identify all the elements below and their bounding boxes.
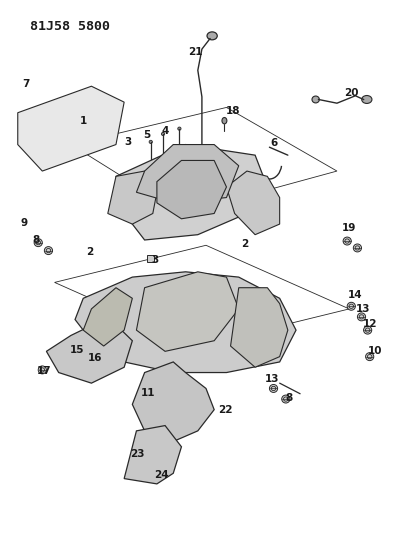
Ellipse shape (207, 32, 217, 40)
Ellipse shape (147, 448, 162, 462)
Ellipse shape (362, 95, 372, 103)
Ellipse shape (365, 353, 374, 361)
Text: 11: 11 (140, 387, 155, 398)
Polygon shape (116, 144, 267, 240)
Text: 3: 3 (124, 137, 132, 147)
Text: 4: 4 (162, 126, 169, 136)
Text: 20: 20 (344, 87, 358, 98)
Polygon shape (231, 288, 288, 367)
Text: 18: 18 (225, 106, 240, 116)
Ellipse shape (176, 176, 208, 203)
Ellipse shape (312, 96, 319, 103)
Ellipse shape (215, 300, 238, 318)
Ellipse shape (347, 302, 356, 310)
Text: 2: 2 (241, 239, 248, 249)
Text: 12: 12 (363, 319, 377, 329)
Text: 10: 10 (368, 346, 382, 357)
Bar (147, 255, 154, 262)
Text: 21: 21 (189, 47, 203, 56)
Ellipse shape (166, 289, 189, 308)
Ellipse shape (149, 140, 152, 143)
Ellipse shape (34, 239, 42, 247)
Text: 7: 7 (22, 78, 30, 88)
Ellipse shape (113, 300, 136, 318)
Text: 8: 8 (33, 235, 40, 245)
Polygon shape (157, 160, 227, 219)
Polygon shape (83, 288, 132, 346)
Ellipse shape (353, 244, 361, 252)
Ellipse shape (162, 132, 165, 135)
Text: 17: 17 (37, 367, 52, 376)
Ellipse shape (163, 397, 179, 412)
Polygon shape (108, 171, 157, 224)
Polygon shape (136, 144, 239, 203)
Polygon shape (75, 272, 296, 373)
Ellipse shape (363, 326, 372, 334)
Ellipse shape (72, 345, 90, 362)
Text: 13: 13 (265, 375, 280, 384)
Text: 5: 5 (143, 130, 150, 140)
Ellipse shape (38, 366, 47, 374)
Text: 1: 1 (80, 116, 87, 126)
Text: 3: 3 (151, 255, 159, 265)
Text: 6: 6 (270, 138, 277, 148)
Text: 13: 13 (356, 304, 371, 314)
Polygon shape (47, 319, 132, 383)
Ellipse shape (343, 237, 351, 245)
Ellipse shape (222, 117, 227, 124)
Ellipse shape (269, 384, 278, 392)
Ellipse shape (282, 395, 290, 403)
Ellipse shape (219, 303, 234, 315)
Text: 23: 23 (130, 449, 145, 459)
Text: 22: 22 (218, 405, 232, 415)
Text: 9: 9 (20, 218, 28, 228)
Ellipse shape (61, 364, 69, 371)
Polygon shape (124, 425, 181, 484)
Ellipse shape (358, 313, 365, 321)
Text: 24: 24 (154, 470, 169, 480)
Polygon shape (132, 362, 214, 441)
Ellipse shape (178, 127, 181, 130)
Text: 2: 2 (86, 247, 93, 257)
Polygon shape (136, 272, 239, 351)
Text: 8: 8 (285, 393, 292, 403)
Polygon shape (227, 171, 280, 235)
Text: 15: 15 (70, 345, 84, 356)
Polygon shape (18, 86, 124, 171)
Text: 16: 16 (87, 353, 102, 363)
Ellipse shape (181, 181, 202, 198)
Text: 81J58 5800: 81J58 5800 (30, 20, 110, 33)
Ellipse shape (117, 303, 131, 315)
Text: 19: 19 (342, 223, 356, 233)
Ellipse shape (170, 293, 185, 304)
Ellipse shape (44, 247, 53, 255)
Text: 14: 14 (348, 289, 363, 300)
